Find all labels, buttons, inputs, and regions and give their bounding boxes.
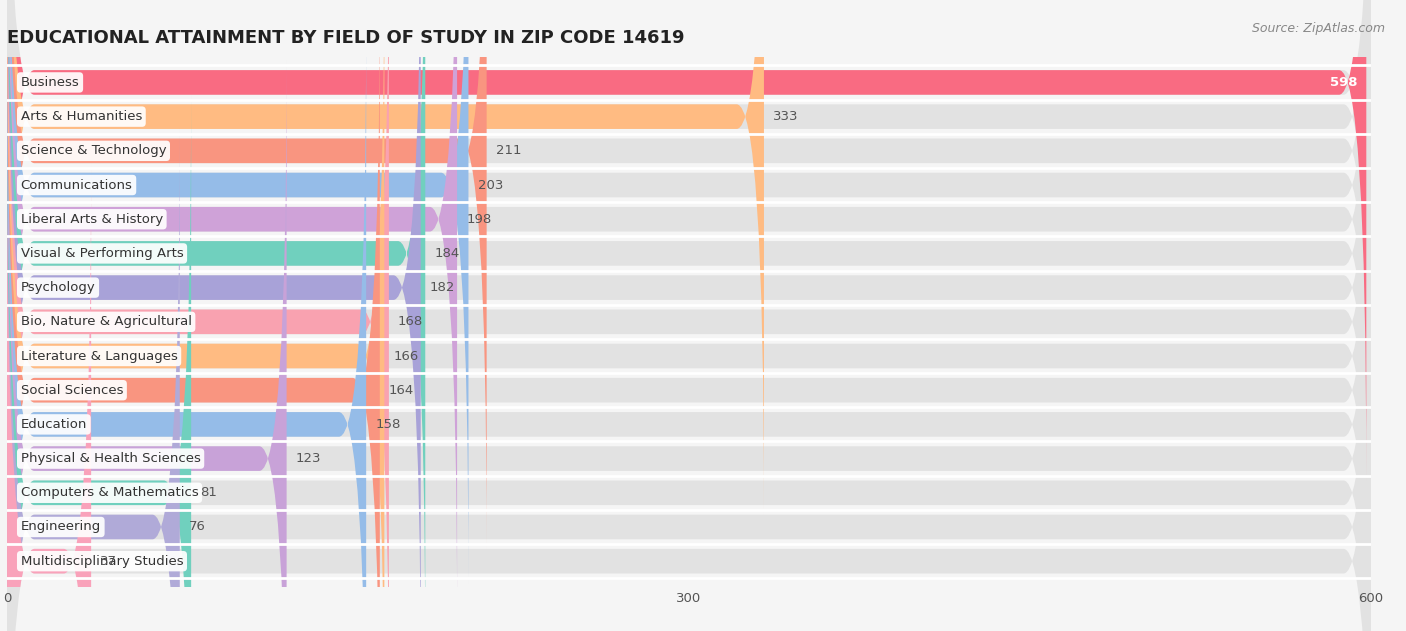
FancyBboxPatch shape [7, 0, 1371, 631]
Text: 333: 333 [773, 110, 799, 123]
FancyBboxPatch shape [7, 0, 1371, 631]
FancyBboxPatch shape [7, 0, 1371, 549]
Text: Multidisciplinary Studies: Multidisciplinary Studies [21, 555, 183, 568]
FancyBboxPatch shape [7, 0, 1371, 515]
FancyBboxPatch shape [7, 0, 1371, 631]
Text: 203: 203 [478, 179, 503, 192]
Text: Literature & Languages: Literature & Languages [21, 350, 177, 362]
Text: Arts & Humanities: Arts & Humanities [21, 110, 142, 123]
Text: EDUCATIONAL ATTAINMENT BY FIELD OF STUDY IN ZIP CODE 14619: EDUCATIONAL ATTAINMENT BY FIELD OF STUDY… [7, 29, 685, 47]
FancyBboxPatch shape [7, 0, 486, 549]
Text: Visual & Performing Arts: Visual & Performing Arts [21, 247, 183, 260]
FancyBboxPatch shape [7, 61, 287, 631]
Text: Computers & Mathematics: Computers & Mathematics [21, 487, 198, 499]
Text: 166: 166 [394, 350, 419, 362]
Text: Communications: Communications [21, 179, 132, 192]
Text: Science & Technology: Science & Technology [21, 144, 166, 157]
Text: Bio, Nature & Agricultural: Bio, Nature & Agricultural [21, 316, 191, 328]
Text: 182: 182 [430, 281, 456, 294]
Text: Liberal Arts & History: Liberal Arts & History [21, 213, 163, 226]
FancyBboxPatch shape [7, 0, 457, 617]
Text: 164: 164 [389, 384, 415, 397]
FancyBboxPatch shape [7, 0, 1371, 480]
Text: Engineering: Engineering [21, 521, 101, 533]
Text: Source: ZipAtlas.com: Source: ZipAtlas.com [1251, 22, 1385, 35]
Text: Business: Business [21, 76, 79, 89]
FancyBboxPatch shape [7, 95, 1371, 631]
Text: 81: 81 [200, 487, 217, 499]
FancyBboxPatch shape [7, 0, 1371, 631]
Text: 76: 76 [188, 521, 205, 533]
FancyBboxPatch shape [7, 0, 468, 583]
Text: 198: 198 [467, 213, 492, 226]
FancyBboxPatch shape [7, 61, 1371, 631]
Text: Education: Education [21, 418, 87, 431]
FancyBboxPatch shape [7, 0, 1371, 583]
FancyBboxPatch shape [7, 163, 91, 631]
FancyBboxPatch shape [7, 0, 384, 631]
FancyBboxPatch shape [7, 163, 1371, 631]
Text: 168: 168 [398, 316, 423, 328]
FancyBboxPatch shape [7, 0, 389, 631]
Text: Psychology: Psychology [21, 281, 96, 294]
FancyBboxPatch shape [7, 27, 1371, 631]
FancyBboxPatch shape [7, 27, 366, 631]
FancyBboxPatch shape [7, 0, 763, 515]
FancyBboxPatch shape [7, 0, 1367, 480]
FancyBboxPatch shape [7, 0, 380, 631]
Text: 598: 598 [1330, 76, 1357, 89]
FancyBboxPatch shape [7, 0, 1371, 631]
FancyBboxPatch shape [7, 0, 1371, 617]
Text: Physical & Health Sciences: Physical & Health Sciences [21, 452, 201, 465]
Text: 184: 184 [434, 247, 460, 260]
FancyBboxPatch shape [7, 129, 1371, 631]
Text: Social Sciences: Social Sciences [21, 384, 124, 397]
FancyBboxPatch shape [7, 0, 425, 631]
Text: 123: 123 [295, 452, 321, 465]
FancyBboxPatch shape [7, 0, 420, 631]
Text: 158: 158 [375, 418, 401, 431]
FancyBboxPatch shape [7, 129, 180, 631]
FancyBboxPatch shape [7, 95, 191, 631]
Text: 211: 211 [496, 144, 522, 157]
Text: 37: 37 [100, 555, 117, 568]
